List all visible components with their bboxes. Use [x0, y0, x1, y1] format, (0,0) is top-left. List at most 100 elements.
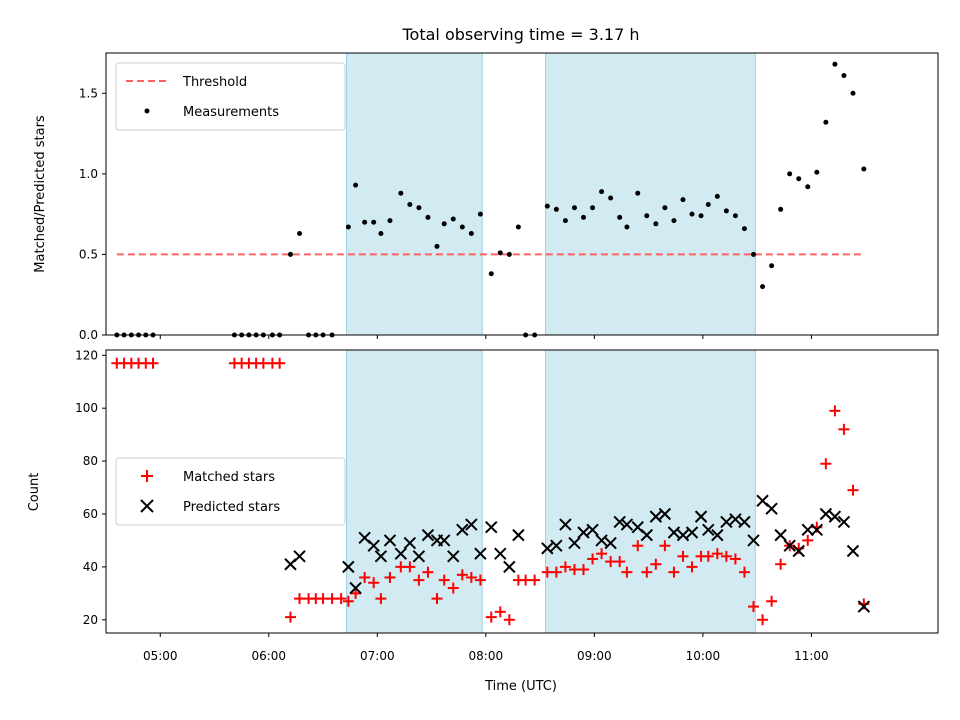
measurement-point — [760, 284, 766, 290]
predicted-star-point — [465, 518, 478, 531]
measurement-point — [805, 184, 811, 190]
predicted-star-point — [541, 542, 554, 555]
x-tick-label: 09:00 — [577, 649, 612, 663]
matched-star-point — [632, 540, 644, 552]
bottom-y-axis-label: Count — [27, 473, 42, 512]
matched-star-point — [485, 611, 497, 623]
predicted-star-point — [765, 502, 778, 515]
predicted-star-point — [293, 550, 306, 563]
matched-star-point — [359, 571, 371, 583]
predicted-star-point — [720, 515, 733, 529]
predicted-star-point — [412, 550, 426, 563]
predicted-star-point — [819, 507, 833, 521]
x-axis-label: Time (UTC) — [484, 679, 557, 694]
predicted-star-point — [438, 534, 451, 547]
measurement-point — [778, 206, 784, 212]
matched-star-point — [274, 357, 286, 369]
bottom-x-ticks: 05:00 06:00 07:00 08:00 09:00 10:00 11:00 — [143, 633, 829, 663]
measurement-point — [832, 61, 838, 67]
predicted-star-point — [512, 528, 525, 542]
measurement-point — [671, 218, 677, 224]
matched-star-point — [422, 566, 434, 578]
predicted-star-point — [613, 515, 626, 529]
predicted-star-point — [667, 526, 681, 539]
predicted-star-point — [474, 547, 487, 560]
measurement-point — [617, 214, 623, 220]
predicted-star-point — [568, 536, 581, 550]
measurement-point — [814, 169, 820, 175]
predicted-star-point — [747, 534, 760, 547]
matched-star-point — [820, 458, 832, 470]
measurement-point — [653, 221, 659, 227]
predicted-star-point — [694, 510, 708, 523]
matched-star-point — [413, 574, 425, 586]
top-y-axis-label: Matched/Predicted stars — [33, 115, 48, 273]
predicted-star-point — [711, 528, 724, 542]
matched-star-point — [838, 423, 850, 435]
predicted-star-point — [595, 534, 608, 547]
measurement-point — [732, 213, 738, 219]
measurement-point — [407, 201, 413, 207]
predicted-star-point — [403, 536, 417, 550]
measurement-point — [841, 73, 847, 79]
matched-star-point — [659, 540, 671, 552]
measurement-point — [371, 219, 377, 225]
matched-star-point — [757, 614, 769, 626]
matched-star-point — [529, 574, 541, 586]
predicted-star-point — [649, 510, 663, 523]
measurement-point — [680, 197, 686, 203]
measurement-point — [571, 205, 577, 211]
y-tick-label: 0.5 — [79, 247, 98, 261]
y-tick-label: 120 — [75, 348, 98, 362]
legend-measurements-swatch — [144, 108, 150, 114]
predicted-star-point — [367, 539, 380, 552]
predicted-star-point — [685, 526, 699, 539]
x-tick-label: 05:00 — [143, 649, 178, 663]
matched-star-point — [748, 601, 760, 613]
measurement-point — [345, 224, 351, 230]
measurement-point — [506, 251, 512, 257]
top-legend: Threshold Measurements — [115, 62, 346, 131]
matched-star-point — [641, 566, 653, 578]
measurement-point — [287, 251, 293, 257]
predicted-star-point — [586, 523, 599, 537]
bottom-plot-frame — [105, 349, 939, 634]
matched-star-point — [368, 577, 380, 589]
matched-star-point — [720, 550, 732, 562]
measurement-point — [553, 206, 559, 212]
predicted-star-point — [738, 515, 751, 529]
y-tick-label: 100 — [75, 401, 98, 415]
measurement-point — [515, 224, 521, 230]
legend-threshold-label: Threshold — [182, 75, 247, 90]
matched-star-point — [456, 569, 468, 581]
measurement-point — [434, 243, 440, 249]
predicted-star-point — [550, 539, 563, 552]
measurement-point — [823, 119, 829, 125]
predicted-star-point — [559, 518, 572, 531]
measurement-point — [398, 190, 404, 196]
bottom-y-ticks: 20 40 60 80 100 120 — [75, 348, 106, 627]
measurement-point — [544, 203, 550, 209]
measurement-point — [459, 224, 465, 230]
legend-measurements-label: Measurements — [183, 105, 279, 120]
matched-star-point — [494, 606, 506, 618]
measurement-point — [590, 205, 596, 211]
matched-star-point — [802, 534, 814, 546]
matched-star-point — [465, 571, 477, 583]
predicted-star-point — [702, 523, 715, 537]
matched-star-point — [404, 561, 416, 573]
predicted-star-point — [494, 547, 507, 560]
bottom-panel: 20 40 60 80 100 120 05:00 06:00 07:00 08:00 09:00… — [27, 348, 939, 694]
matched-star-point — [342, 595, 354, 607]
measurement-point — [714, 193, 720, 199]
y-tick-label: 20 — [83, 613, 98, 627]
predicted-star-point — [837, 515, 851, 529]
predicted-star-point — [857, 600, 871, 613]
predicted-star-point — [658, 507, 672, 521]
predicted-star-point — [577, 526, 590, 539]
measurement-point — [850, 90, 856, 96]
y-tick-label: 1.0 — [79, 167, 98, 181]
measurement-point — [562, 218, 568, 224]
measurement-point — [608, 195, 614, 201]
top-plot-frame — [105, 52, 939, 336]
